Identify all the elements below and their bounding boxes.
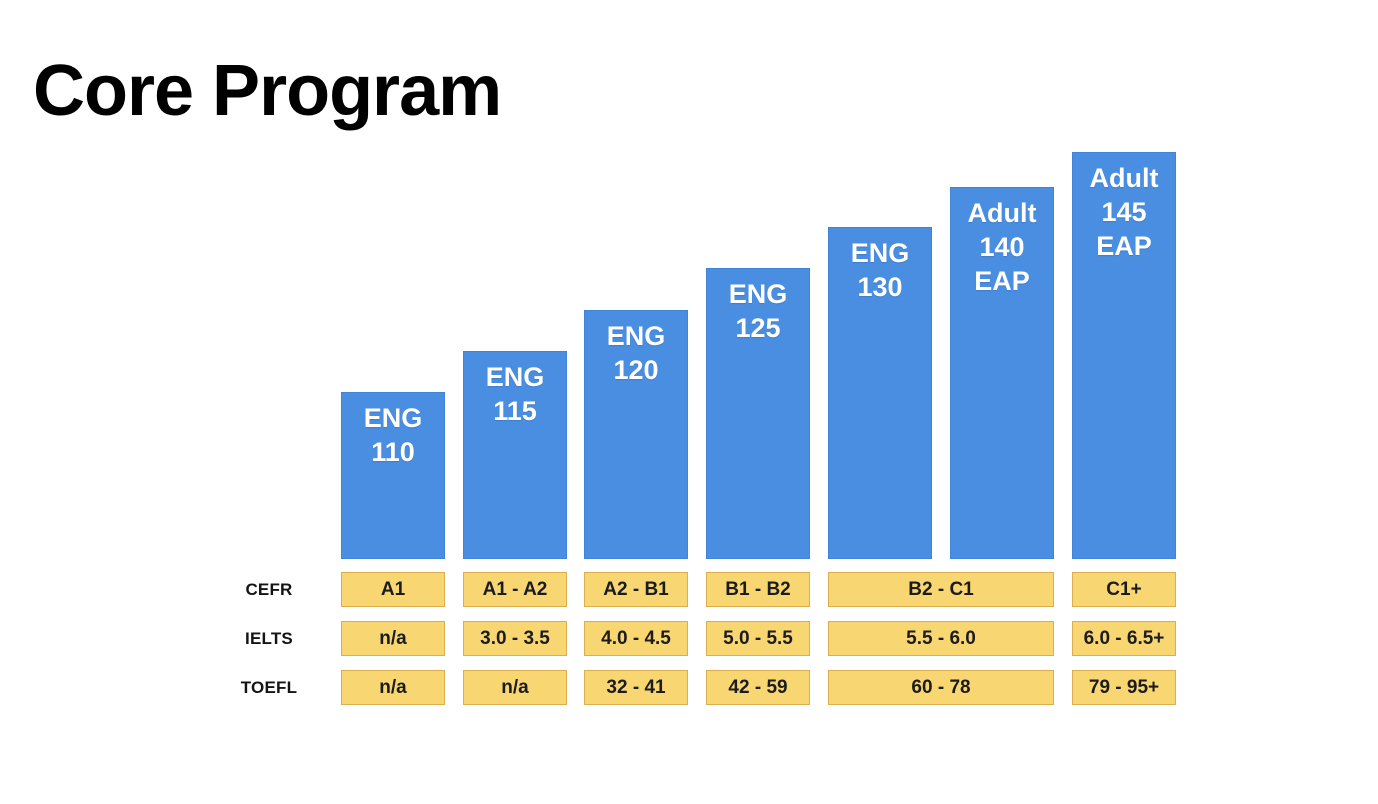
row-label-ielts: IELTS [245, 628, 293, 648]
cell-cefr-eng110: A1 [341, 572, 445, 607]
cell-ielts-adult145: 6.0 - 6.5+ [1072, 621, 1176, 656]
cell-cefr-eng115: A1 - A2 [463, 572, 567, 607]
bar-label-adult-140-eap: Adult 140 EAP [967, 198, 1037, 296]
bar-eng-110: ENG 110 [341, 392, 445, 559]
bar-label-adult-145-eap: Adult 145 EAP [1089, 163, 1159, 261]
cell-ielts-eng130-adult140: 5.5 - 6.0 [828, 621, 1054, 656]
cell-cefr-eng130-adult140: B2 - C1 [828, 572, 1054, 607]
bar-label-eng-120: ENG 120 [606, 321, 666, 385]
bar-eng-115: ENG 115 [463, 351, 567, 559]
bar-eng-125: ENG 125 [706, 268, 810, 559]
cell-ielts-eng120: 4.0 - 4.5 [584, 621, 688, 656]
bar-label-eng-125: ENG 125 [728, 279, 788, 343]
cell-ielts-eng115: 3.0 - 3.5 [463, 621, 567, 656]
cell-toefl-eng130-adult140: 60 - 78 [828, 670, 1054, 705]
bar-label-eng-115: ENG 115 [485, 362, 545, 426]
cell-cefr-adult145: C1+ [1072, 572, 1176, 607]
row-label-cefr: CEFR [245, 579, 293, 599]
bar-adult-140-eap: Adult 140 EAP [950, 187, 1054, 559]
bar-adult-145-eap: Adult 145 EAP [1072, 152, 1176, 559]
cell-toefl-eng125: 42 - 59 [706, 670, 810, 705]
cell-toefl-eng110: n/a [341, 670, 445, 705]
cell-toefl-eng115: n/a [463, 670, 567, 705]
cell-cefr-eng120: A2 - B1 [584, 572, 688, 607]
cell-toefl-eng120: 32 - 41 [584, 670, 688, 705]
cell-ielts-eng110: n/a [341, 621, 445, 656]
cell-cefr-eng125: B1 - B2 [706, 572, 810, 607]
bar-label-eng-130: ENG 130 [850, 238, 910, 302]
cell-toefl-adult145: 79 - 95+ [1072, 670, 1176, 705]
page-title: Core Program [33, 51, 502, 131]
bar-eng-120: ENG 120 [584, 310, 688, 559]
row-label-toefl: TOEFL [240, 677, 298, 697]
cell-ielts-eng125: 5.0 - 5.5 [706, 621, 810, 656]
bar-eng-130: ENG 130 [828, 227, 932, 559]
bar-label-eng-110: ENG 110 [363, 403, 423, 467]
